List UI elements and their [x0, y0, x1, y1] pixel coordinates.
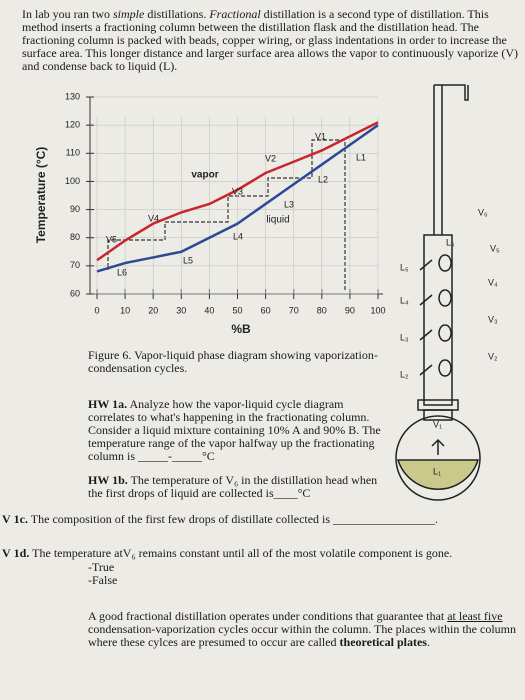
column-label: L₅: [400, 262, 409, 272]
step-label: V4: [148, 213, 159, 223]
column-label: L₆: [446, 237, 455, 247]
y-tick-label: 100: [65, 176, 80, 186]
question-label: HW 1a.: [88, 397, 128, 411]
option: -False: [88, 573, 118, 587]
text-run: In lab you ran two: [22, 7, 113, 21]
column-labels: V₆ L₆ V₅ L₅ V₄ L₄ V₃ L₃ V₂ L₂ V₁ L₁: [400, 207, 500, 476]
x-tick-label: 20: [148, 305, 158, 315]
hw-1b: HW 1b. The temperature of V₆ in the dist…: [88, 474, 388, 500]
step-label: L5: [183, 255, 193, 265]
x-tick-label: 90: [345, 305, 355, 315]
step-label: V1: [315, 131, 326, 141]
cycle-steps: [107, 139, 346, 290]
x-tick-label: 30: [176, 305, 186, 315]
text-run: distillation is a second type of distill…: [22, 7, 519, 73]
text-run: distillations.: [144, 7, 210, 21]
step-label: L1: [356, 152, 366, 162]
text-run: A good fractional distillation operates …: [88, 609, 448, 623]
y-tick-label: 110: [66, 148, 80, 158]
step-label: L3: [284, 199, 294, 209]
question-label: 1d.: [13, 546, 30, 560]
check-mark: V: [2, 512, 11, 526]
question-label: HW 1b.: [88, 473, 128, 487]
text-run: theoretical plates: [339, 635, 427, 649]
text-run: simple: [112, 7, 145, 21]
hw-1a: HW 1a. Analyze how the vapor-liquid cycl…: [88, 398, 393, 463]
step-label: V5: [106, 234, 117, 244]
column-label: L₂: [400, 369, 409, 379]
curve-label: vapor: [191, 170, 218, 181]
question-text: The temperature atV₆ remains constant un…: [32, 546, 453, 560]
y-tick-label: 130: [65, 91, 80, 101]
check-mark: V: [2, 546, 11, 560]
column-label: V₄: [488, 277, 498, 287]
y-axis-label: Temperature (°C): [34, 147, 48, 244]
column-label: L₁: [433, 466, 441, 476]
step-label: L6: [117, 267, 127, 277]
text-run: Fractional: [209, 7, 261, 21]
curve: [96, 124, 379, 273]
option: -True: [88, 560, 115, 574]
y-tick-label: 120: [65, 120, 80, 130]
q-1c: V 1c. The composition of the first few d…: [2, 513, 502, 526]
question-label: 1c.: [13, 512, 28, 526]
y-tick-label: 60: [70, 288, 80, 298]
x-axis-label: %B: [231, 322, 251, 336]
x-tick-label: 50: [232, 305, 242, 315]
column-label: V₅: [490, 243, 500, 253]
column-label: V₆: [478, 207, 488, 217]
question-text: Analyze how the vapor-liquid cycle diagr…: [88, 397, 381, 463]
text-run: at least five: [447, 609, 503, 623]
step-label: L2: [318, 174, 328, 184]
y-tick-label: 90: [70, 204, 80, 214]
step-label: V3: [232, 186, 243, 196]
x-tick-label: 10: [120, 305, 130, 315]
q-1d: V 1d. The temperature atV₆ remains const…: [2, 547, 522, 560]
curve-label: liquid: [266, 215, 289, 226]
x-tick-label: 70: [289, 305, 299, 315]
question-text: The temperature of V₆ in the distillatio…: [88, 473, 378, 500]
closing: A good fractional distillation operates …: [88, 610, 525, 649]
column-label: L₄: [400, 295, 409, 305]
y-tick-label: 80: [70, 232, 80, 242]
text-run: condensation-vaporization cycles occur w…: [88, 622, 516, 649]
x-tick-label: 0: [94, 305, 99, 315]
step-label: L4: [233, 231, 243, 241]
text-run: .: [426, 635, 430, 649]
column-label: L₃: [400, 332, 409, 342]
step-label: V2: [265, 153, 276, 163]
figure-caption: Figure 6. Vapor-liquid phase diagram sho…: [88, 348, 378, 375]
column-label: V₂: [488, 351, 498, 361]
column-diagram: [395, 84, 481, 501]
column-label: V₃: [488, 314, 498, 324]
x-tick-label: 40: [204, 305, 214, 315]
column-label: V₁: [433, 419, 442, 429]
curve: [96, 121, 379, 262]
y-tick-label: 70: [70, 260, 80, 270]
x-tick-label: 100: [370, 305, 385, 315]
x-tick-label: 80: [317, 305, 327, 315]
intro: In lab you ran two simple distillations.…: [22, 8, 522, 73]
x-tick-label: 60: [261, 305, 271, 315]
question-text: The composition of the first few drops o…: [30, 512, 439, 526]
